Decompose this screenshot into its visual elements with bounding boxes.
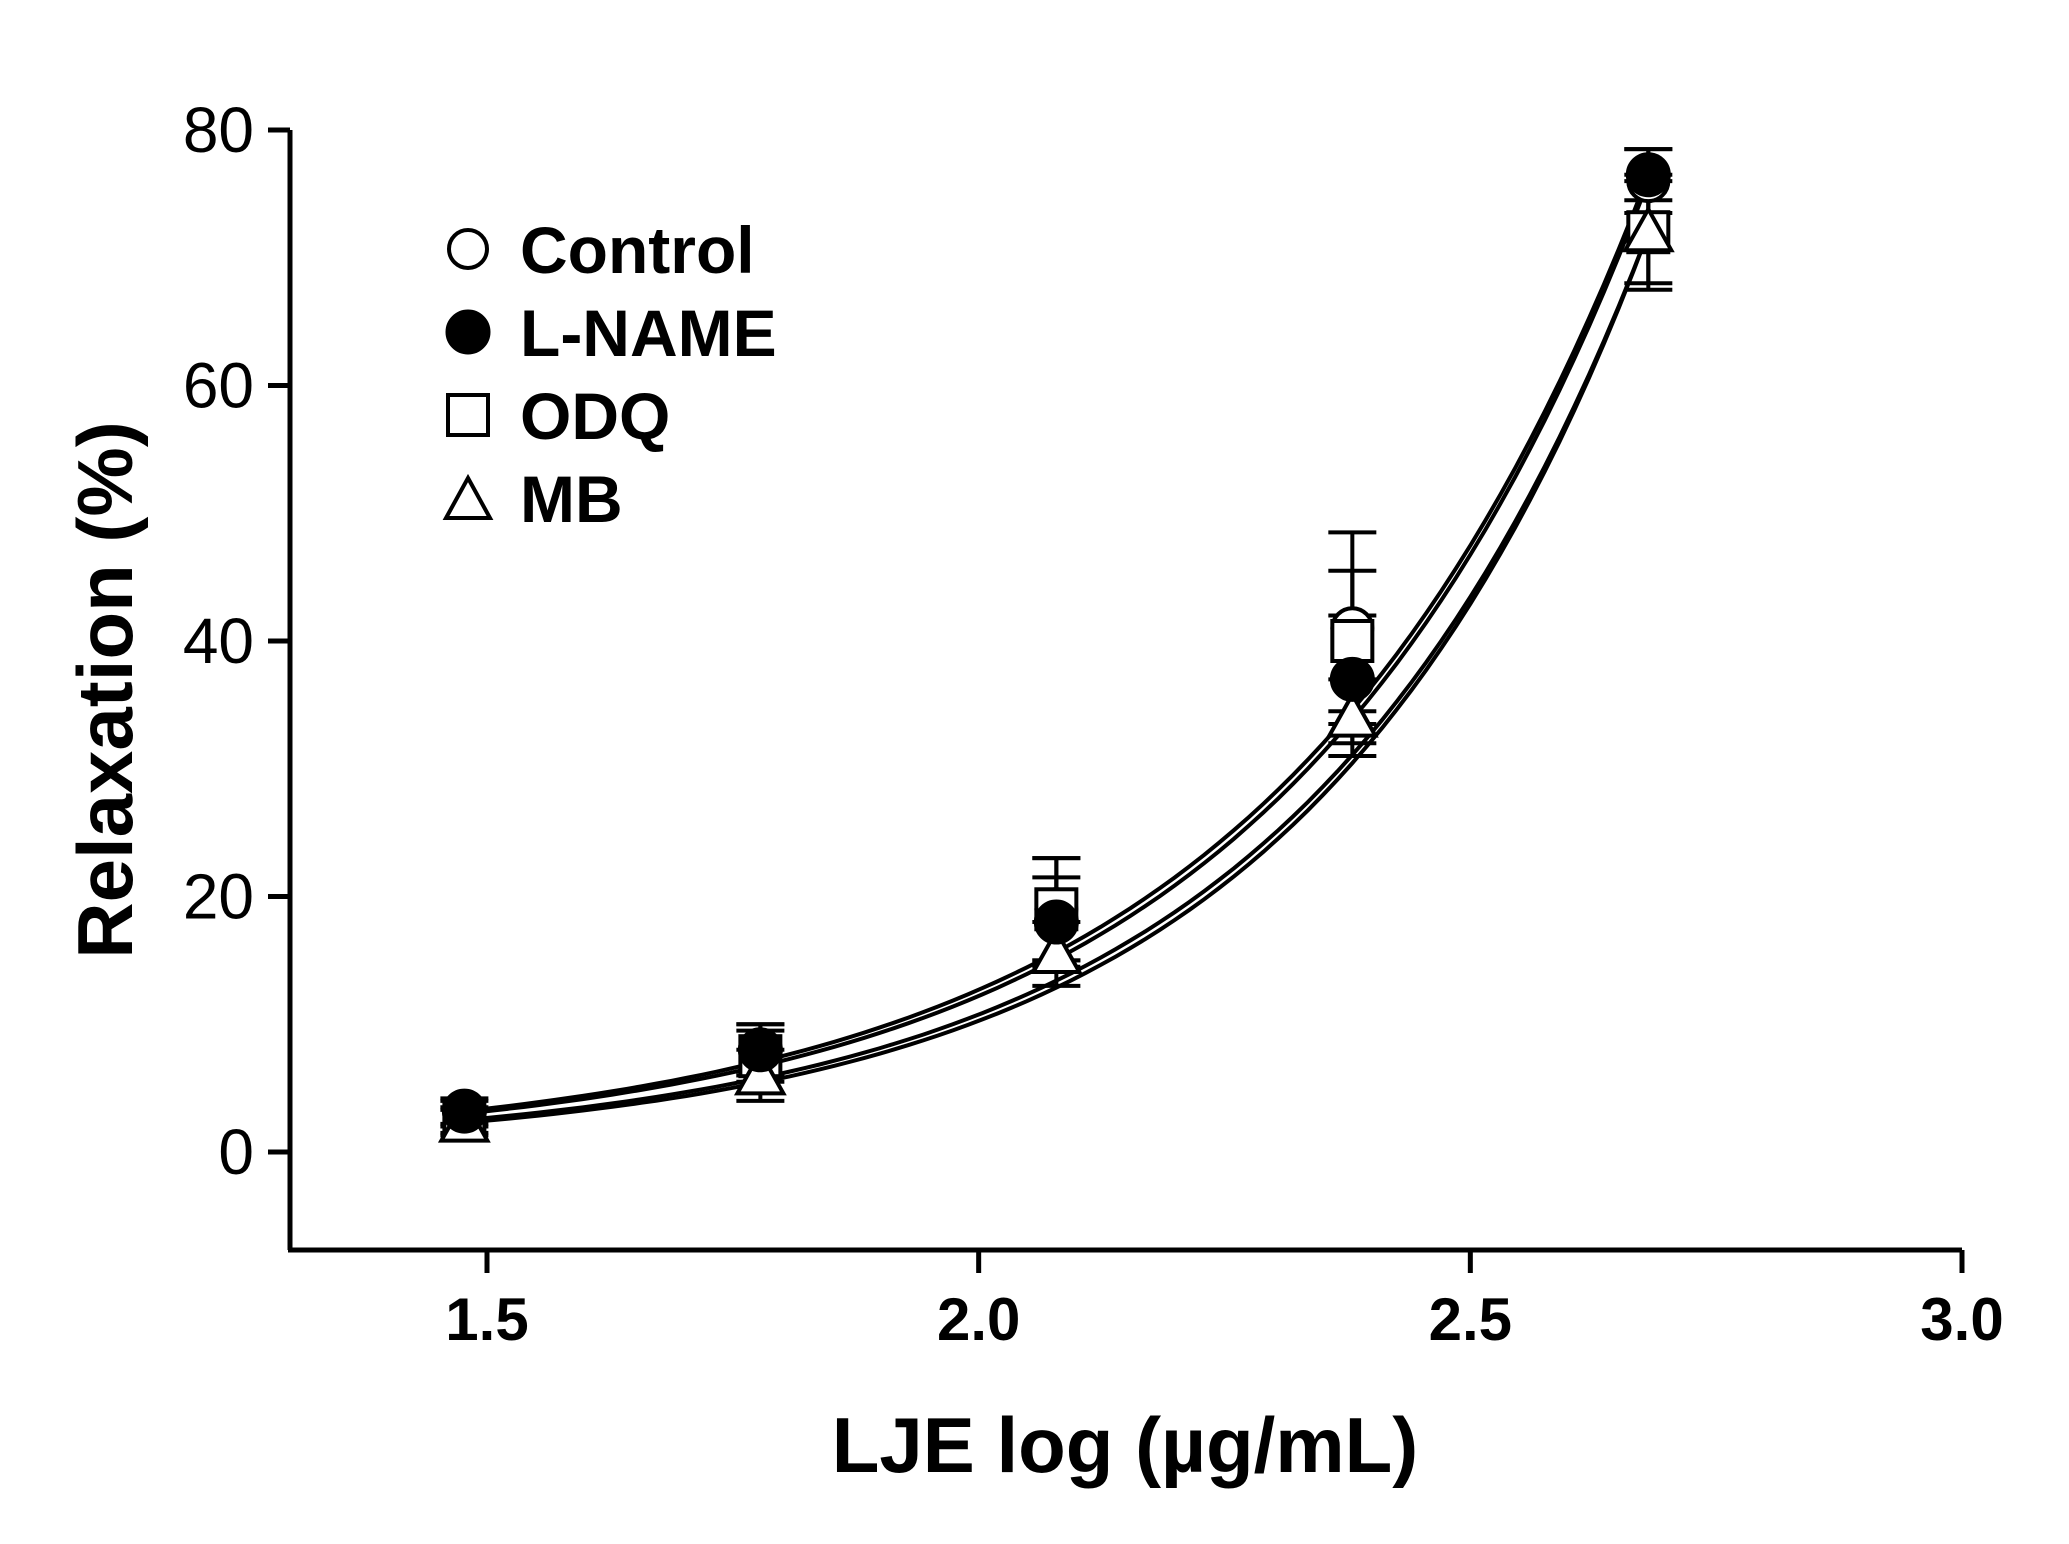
ticks: 0 20 40 60 80 1.5 2.0 2.5 3.0 bbox=[183, 94, 2004, 1353]
x-axis-title: LJE log (µg/mL) bbox=[832, 1401, 1419, 1489]
x-tick-label-2.5: 2.5 bbox=[1429, 1286, 1512, 1353]
point-odq-3 bbox=[1330, 619, 1375, 663]
y-axis-title: Relaxation (%) bbox=[61, 421, 149, 958]
axes bbox=[287, 130, 1962, 1253]
legend-item-odq: ODQ bbox=[446, 379, 670, 453]
y-tick-label-40: 40 bbox=[183, 605, 254, 677]
legend-marker-open-square bbox=[446, 393, 490, 437]
data-markers bbox=[437, 152, 1675, 1143]
legend: Control L-NAME ODQ MB bbox=[442, 213, 777, 536]
point-l-name-1 bbox=[737, 1027, 783, 1073]
x-tick-label-3: 3.0 bbox=[1920, 1286, 2003, 1353]
point-l-name-3 bbox=[1329, 656, 1375, 702]
legend-item-l-name: L-NAME bbox=[445, 296, 777, 370]
point-l-name-4 bbox=[1625, 152, 1671, 198]
point-mb-3 bbox=[1325, 690, 1379, 738]
y-tick-label-20: 20 bbox=[183, 861, 254, 933]
y-tick-label-60: 60 bbox=[183, 350, 254, 422]
y-tick-label-80: 80 bbox=[183, 94, 254, 166]
legend-label-control: Control bbox=[520, 213, 755, 287]
point-l-name-0 bbox=[441, 1088, 487, 1134]
point-l-name-2 bbox=[1033, 899, 1079, 945]
legend-label-l-name: L-NAME bbox=[520, 296, 777, 370]
x-tick-label-2: 2.0 bbox=[937, 1286, 1020, 1353]
legend-label-mb: MB bbox=[520, 462, 623, 536]
legend-marker-open-triangle bbox=[442, 473, 494, 520]
legend-marker-filled-circle bbox=[445, 309, 491, 355]
point-mb-1 bbox=[733, 1048, 787, 1096]
legend-item-mb: MB bbox=[442, 462, 623, 536]
legend-item-control: Control bbox=[447, 213, 755, 287]
legend-marker-open-circle bbox=[447, 228, 489, 270]
x-tick-label-1.5: 1.5 bbox=[445, 1286, 528, 1353]
point-mb-2 bbox=[1029, 926, 1083, 974]
point-mb-4 bbox=[1621, 205, 1675, 253]
legend-label-odq: ODQ bbox=[520, 379, 670, 453]
y-tick-label-0: 0 bbox=[218, 1116, 254, 1188]
